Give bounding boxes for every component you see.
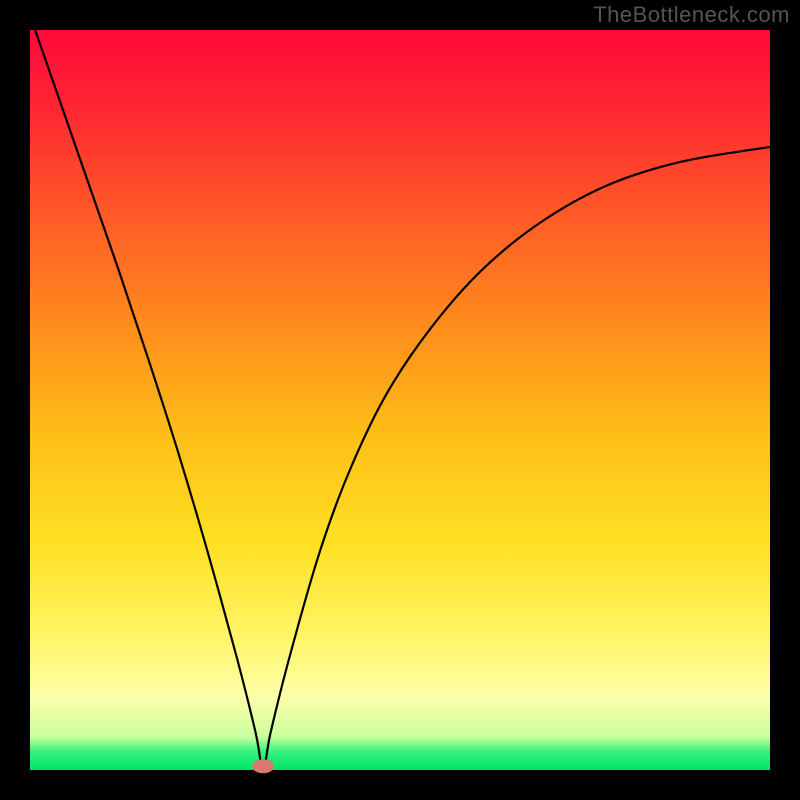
chart-stage: TheBottleneck.com: [0, 0, 800, 800]
chart-background-gradient: [30, 30, 770, 770]
watermark-text: TheBottleneck.com: [593, 2, 790, 28]
bottleneck-chart: [0, 0, 800, 800]
minimum-marker: [252, 759, 274, 773]
